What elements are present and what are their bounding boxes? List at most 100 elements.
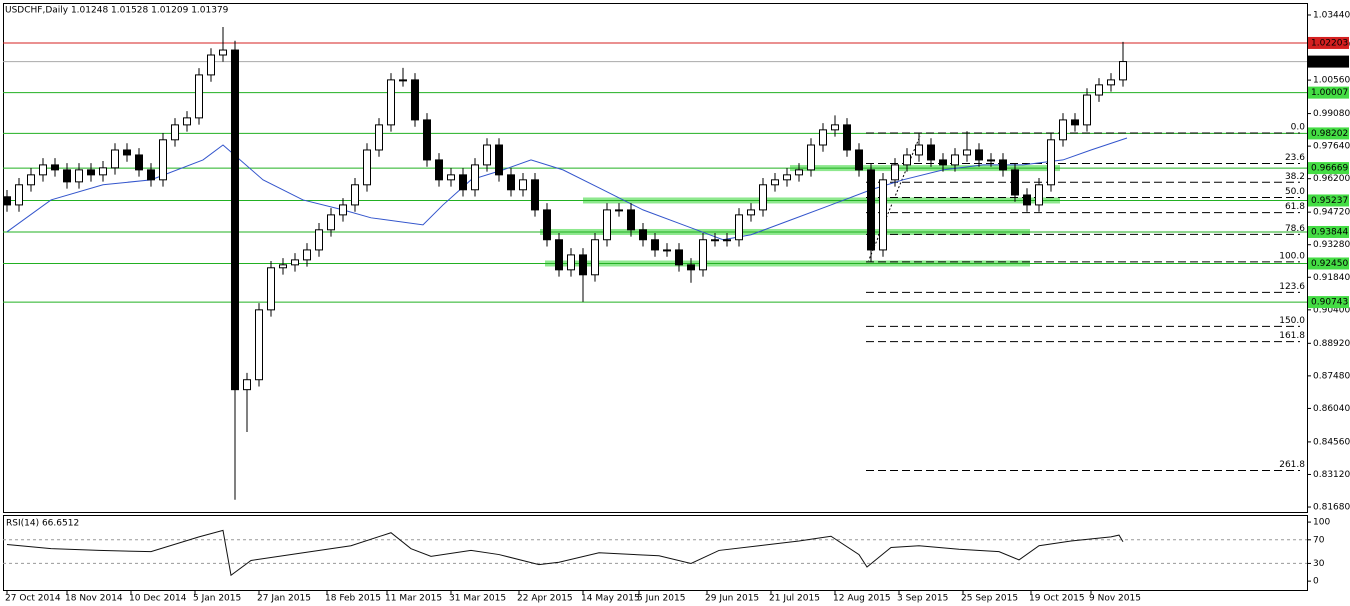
candle-body — [783, 174, 791, 181]
level-label: 1.02203 — [1311, 38, 1348, 48]
candle-body — [87, 169, 95, 176]
candle-body — [915, 144, 923, 156]
candle-body — [75, 169, 83, 183]
candle-body — [735, 214, 743, 241]
candle-body — [807, 144, 815, 171]
candle-body — [411, 79, 419, 121]
candle-body — [495, 144, 503, 176]
level-label: 0.90743 — [1311, 298, 1348, 308]
y-tick-label: 0.96200 — [1313, 174, 1350, 184]
candle-body — [147, 169, 155, 181]
candle-body — [1095, 84, 1103, 96]
fib-label: 261.8 — [1279, 460, 1305, 470]
candle-body — [303, 249, 311, 261]
candle-body — [519, 179, 527, 191]
candle-body — [27, 174, 35, 186]
level-label: 0.93844 — [1311, 227, 1348, 237]
candle-body — [771, 179, 779, 186]
candle-body — [99, 167, 107, 176]
candle-body — [219, 49, 227, 56]
candle-body — [1107, 79, 1115, 86]
candle-body — [951, 154, 959, 166]
fib-label: 123.6 — [1279, 282, 1305, 292]
candle-body — [555, 239, 563, 271]
x-tick-label: 22 Apr 2015 — [517, 594, 573, 604]
price-panel — [3, 3, 1308, 513]
candle-body — [15, 184, 23, 206]
candle-body — [363, 149, 371, 186]
y-tick-label: 0.97640 — [1313, 142, 1350, 152]
candle-body — [639, 229, 647, 241]
candle-body — [1035, 184, 1043, 206]
candle-body — [987, 159, 995, 162]
current-price-bg — [1308, 55, 1349, 68]
candle-body — [159, 139, 167, 181]
candle-body — [747, 209, 755, 216]
candle-body — [723, 239, 731, 242]
x-tick-label: 27 Oct 2014 — [5, 594, 61, 604]
candle-body — [819, 129, 827, 146]
fib-label: 61.8 — [1285, 202, 1305, 212]
candle-body — [627, 209, 635, 231]
candle-body — [123, 149, 131, 156]
candle-body — [711, 239, 719, 242]
candle-body — [63, 169, 71, 183]
fib-label: 150.0 — [1279, 316, 1305, 326]
candle-body — [1011, 169, 1019, 196]
candle-body — [531, 179, 539, 211]
candle-body — [903, 154, 911, 166]
candle-body — [1071, 119, 1079, 126]
x-tick-label: 5 Jan 2015 — [193, 594, 241, 604]
y-tick-label: 0.90400 — [1313, 305, 1350, 315]
y-tick-label: 0.87480 — [1313, 371, 1350, 381]
rsi-panel — [3, 515, 1308, 591]
x-tick-label: 31 Mar 2015 — [449, 594, 506, 604]
level-label-bg — [1308, 296, 1349, 309]
y-tick-label: 0.99080 — [1313, 109, 1350, 119]
fib-label: 100.0 — [1279, 251, 1305, 261]
y-tick-label: 0.83120 — [1313, 470, 1350, 480]
fib-label: 161.8 — [1279, 331, 1305, 341]
x-tick-label: 11 Mar 2015 — [385, 594, 442, 604]
rsi-line — [6, 529, 1124, 577]
level-label: 0.92450 — [1311, 259, 1348, 269]
y-tick-label: 0.86040 — [1313, 404, 1350, 414]
candle-body — [387, 79, 395, 126]
x-tick-label: 29 Jun 2015 — [705, 594, 759, 604]
candle-body — [315, 229, 323, 251]
candle-body — [1083, 94, 1091, 126]
candle-body — [963, 149, 971, 156]
candle-body — [1119, 61, 1127, 81]
candle-body — [1047, 139, 1055, 186]
x-tick-label: 3 Sep 2015 — [897, 594, 948, 604]
candle-body — [1059, 119, 1067, 141]
fib-label: 23.6 — [1285, 153, 1305, 163]
y-tick-label: 0.94720 — [1313, 208, 1350, 218]
candle-body — [699, 239, 707, 271]
candle-body — [195, 74, 203, 119]
candle-body — [447, 174, 455, 181]
x-tick-label: 27 Jan 2015 — [257, 594, 311, 604]
fib-label: 78.6 — [1285, 224, 1305, 234]
candle-body — [243, 379, 251, 391]
candle-body — [975, 149, 983, 161]
candle-body — [39, 164, 47, 176]
candle-body — [483, 144, 491, 166]
fib-label: 50.0 — [1285, 187, 1305, 197]
candle-body — [459, 174, 467, 191]
candle-body — [675, 249, 683, 266]
candle-body — [231, 49, 239, 391]
level-label-bg — [1308, 257, 1349, 270]
level-label: 1.00007 — [1311, 88, 1348, 98]
candle-body — [471, 164, 479, 191]
x-tick-label: 9 Nov 2015 — [1089, 594, 1141, 604]
y-tick-label: 0 — [1313, 577, 1319, 587]
level-label: 0.96669 — [1311, 164, 1348, 174]
candle-body — [111, 149, 119, 169]
candle-body — [399, 79, 407, 82]
y-tick-label: 0.93280 — [1313, 240, 1350, 250]
level-label-bg — [1308, 162, 1349, 175]
